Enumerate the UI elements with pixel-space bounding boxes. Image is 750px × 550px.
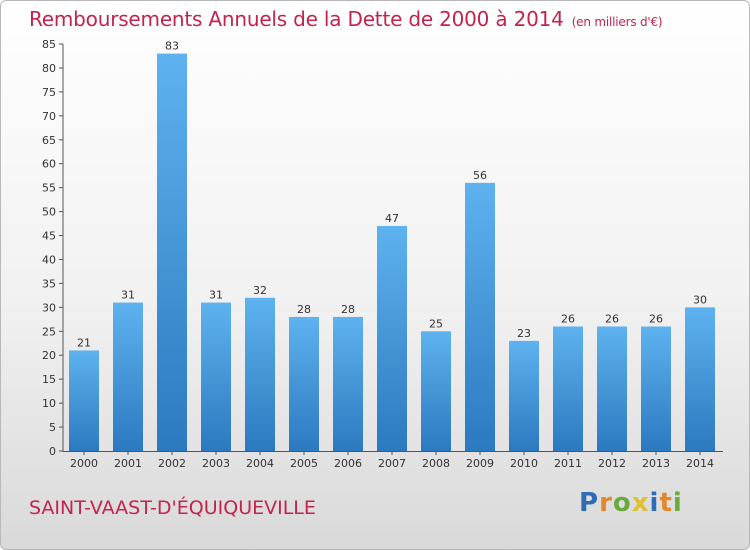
y-tick-label: 20 bbox=[42, 349, 56, 362]
bar-value-label: 32 bbox=[253, 284, 267, 297]
chart-unit-label: (en milliers d'€) bbox=[571, 15, 663, 29]
bar-value-label: 28 bbox=[297, 303, 311, 316]
y-tick-label: 50 bbox=[42, 206, 56, 219]
y-tick-label: 60 bbox=[42, 158, 56, 171]
y-tick-label: 85 bbox=[42, 38, 56, 51]
y-tick-label: 0 bbox=[49, 445, 56, 458]
y-tick-label: 30 bbox=[42, 301, 56, 314]
logo-letter: i bbox=[672, 488, 683, 518]
y-tick-label: 55 bbox=[42, 182, 56, 195]
y-tick-label: 40 bbox=[42, 253, 56, 266]
bar-value-label: 26 bbox=[649, 313, 663, 326]
bar-value-label: 31 bbox=[209, 289, 223, 302]
x-tick-label: 2001 bbox=[114, 457, 142, 470]
logo-letter: o bbox=[612, 488, 632, 518]
bar bbox=[157, 53, 187, 451]
bar bbox=[685, 307, 715, 451]
y-tick-label: 80 bbox=[42, 62, 56, 75]
logo-letter: i bbox=[649, 488, 660, 518]
bar-value-label: 23 bbox=[517, 327, 531, 340]
y-tick-label: 45 bbox=[42, 230, 56, 243]
bar bbox=[245, 297, 275, 451]
x-tick-label: 2012 bbox=[598, 457, 626, 470]
x-tick-label: 2013 bbox=[642, 457, 670, 470]
x-tick-label: 2000 bbox=[70, 457, 98, 470]
bar bbox=[421, 331, 451, 451]
chart-title: Remboursements Annuels de la Dette de 20… bbox=[29, 7, 663, 31]
logo-letter: t bbox=[659, 488, 673, 518]
x-tick-label: 2009 bbox=[466, 457, 494, 470]
bar bbox=[201, 302, 231, 451]
x-tick-label: 2004 bbox=[246, 457, 274, 470]
bar-value-label: 47 bbox=[385, 212, 399, 225]
bar-value-label: 26 bbox=[561, 313, 575, 326]
x-tick-label: 2006 bbox=[334, 457, 362, 470]
logo-letter: x bbox=[631, 488, 650, 518]
bar-value-label: 56 bbox=[473, 169, 487, 182]
logo-letter: r bbox=[599, 488, 613, 518]
y-tick-label: 35 bbox=[42, 277, 56, 290]
proxiti-logo: Proxiti bbox=[579, 488, 683, 518]
bar bbox=[465, 182, 495, 451]
y-tick-label: 70 bbox=[42, 110, 56, 123]
y-tick-label: 65 bbox=[42, 134, 56, 147]
bar-value-label: 28 bbox=[341, 303, 355, 316]
y-tick-label: 75 bbox=[42, 86, 56, 99]
bar-value-label: 26 bbox=[605, 313, 619, 326]
bar-value-label: 30 bbox=[693, 293, 707, 306]
bar bbox=[69, 350, 99, 451]
bar bbox=[597, 326, 627, 451]
bar bbox=[641, 326, 671, 451]
logo-letter: P bbox=[579, 488, 600, 518]
y-tick-label: 15 bbox=[42, 373, 56, 386]
x-tick-label: 2005 bbox=[290, 457, 318, 470]
x-tick-label: 2011 bbox=[554, 457, 582, 470]
bar bbox=[289, 316, 319, 451]
bar bbox=[377, 225, 407, 451]
bar-value-label: 21 bbox=[77, 336, 91, 349]
x-tick-label: 2008 bbox=[422, 457, 450, 470]
bar-value-label: 25 bbox=[429, 317, 443, 330]
x-tick-label: 2014 bbox=[686, 457, 714, 470]
city-name: SAINT-VAAST-D'ÉQUIQUEVILLE bbox=[29, 497, 316, 519]
bar-value-label: 31 bbox=[121, 289, 135, 302]
x-tick-label: 2007 bbox=[378, 457, 406, 470]
y-tick-label: 25 bbox=[42, 325, 56, 338]
chart-title-text: Remboursements Annuels de la Dette de 20… bbox=[29, 7, 564, 31]
y-tick-label: 10 bbox=[42, 397, 56, 410]
y-tick-label: 5 bbox=[49, 421, 56, 434]
bar bbox=[113, 302, 143, 451]
x-tick-label: 2010 bbox=[510, 457, 538, 470]
bar-value-label: 83 bbox=[165, 40, 179, 53]
bar bbox=[333, 316, 363, 451]
x-tick-label: 2003 bbox=[202, 457, 230, 470]
bar bbox=[509, 340, 539, 451]
x-tick-label: 2002 bbox=[158, 457, 186, 470]
bar bbox=[553, 326, 583, 451]
